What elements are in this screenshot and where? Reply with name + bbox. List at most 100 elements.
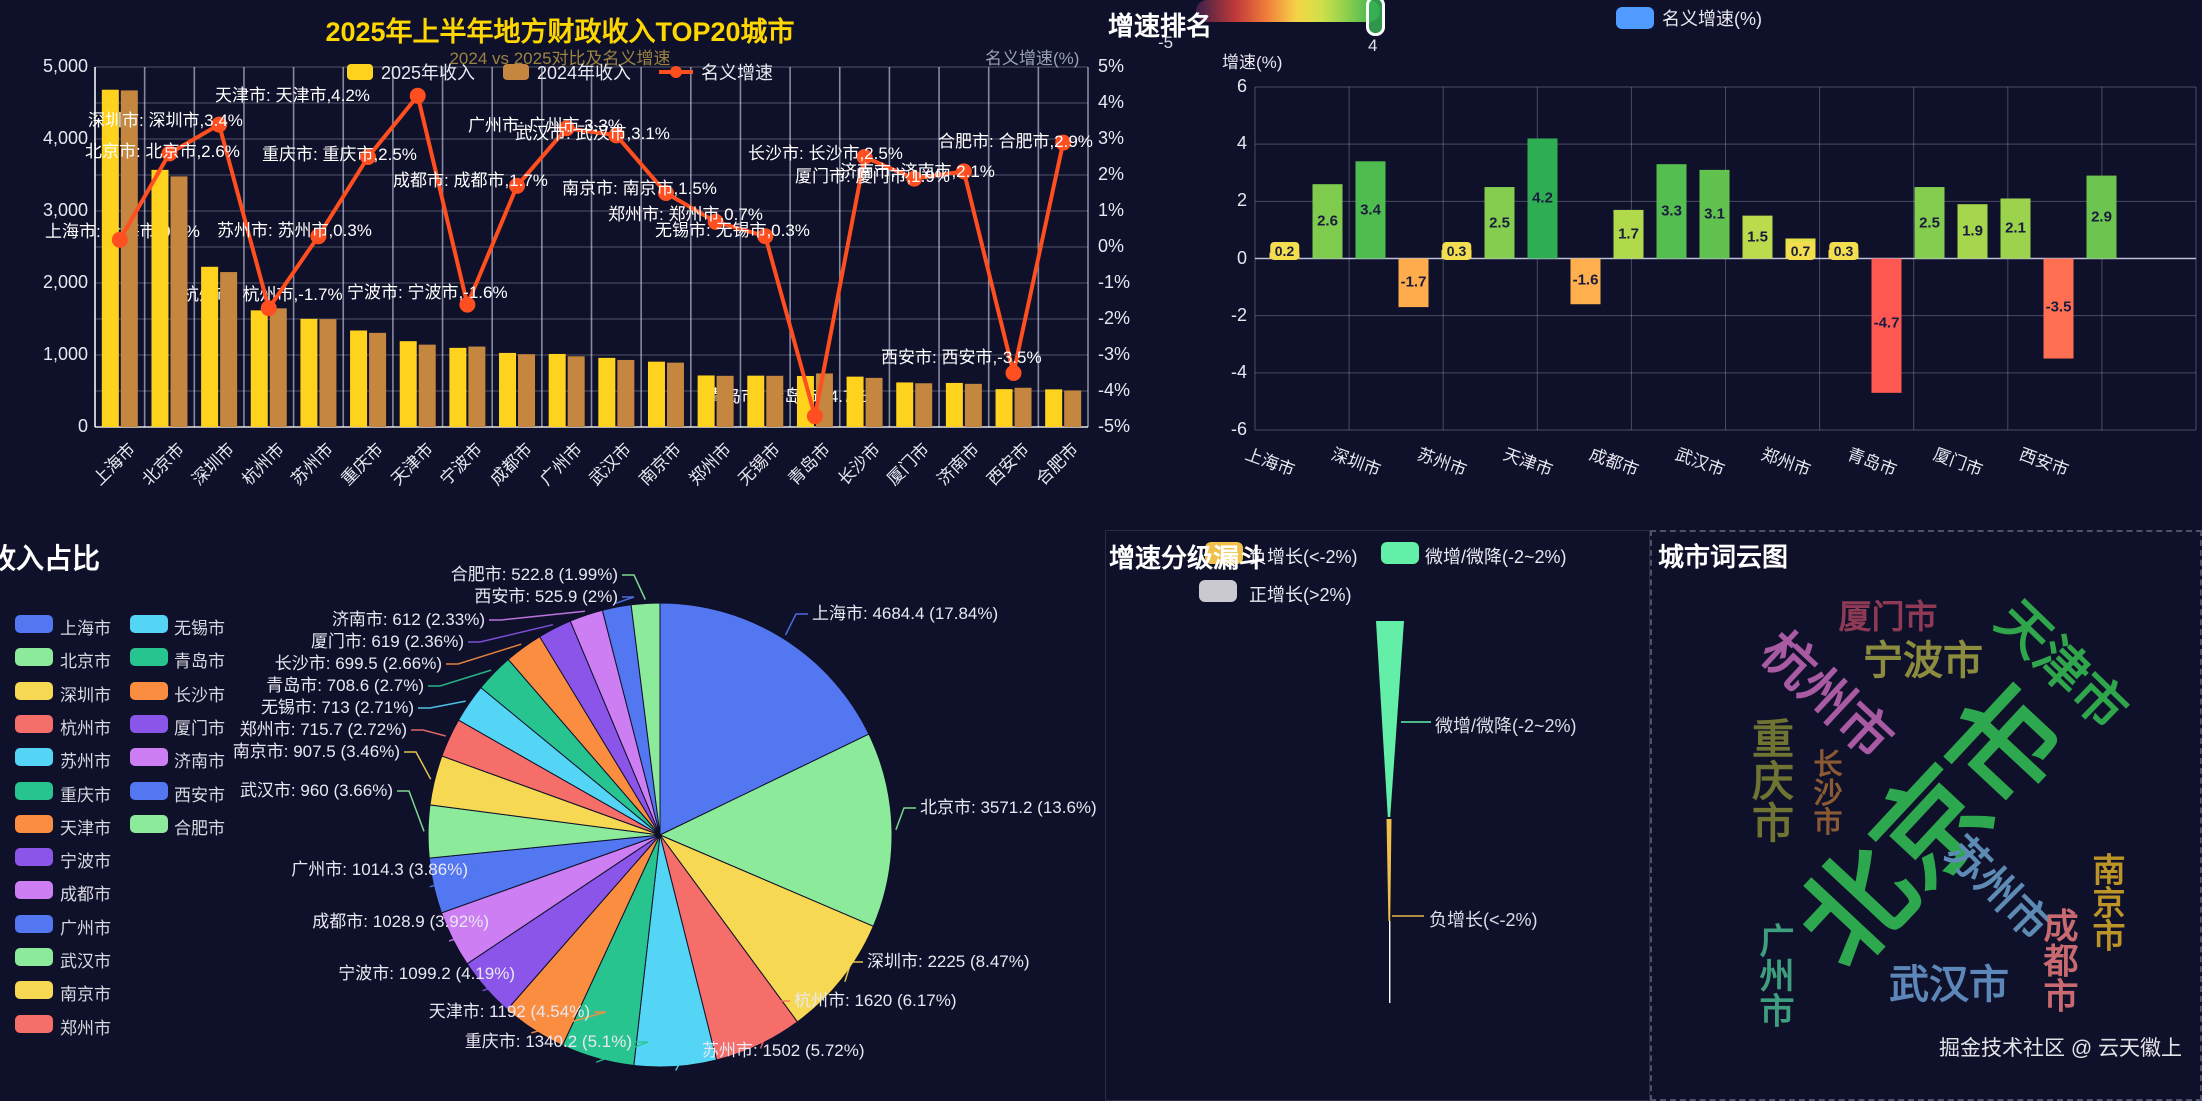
rank-bar-长沙市[interactable] [1914, 187, 1945, 259]
rank-bar-武汉市[interactable] [1699, 169, 1730, 259]
pie-legend-label-重庆市[interactable]: 重庆市 [60, 785, 111, 805]
funnel-legend-label-positive[interactable]: 正增长(>2%) [1249, 585, 1352, 605]
pie-legend-swatch-重庆市[interactable] [15, 781, 53, 800]
bar-2024-天津市[interactable] [418, 344, 436, 427]
pie-legend-swatch-济南市[interactable] [130, 748, 168, 767]
bar-2024-成都市[interactable] [518, 354, 536, 427]
wordcloud-word-厦门市[interactable]: 厦门市 [1838, 598, 1938, 635]
bar-2024-重庆市[interactable] [369, 332, 387, 427]
growth-point-宁波市[interactable] [459, 296, 476, 313]
visualmap-gradient-bar[interactable] [1196, 0, 1380, 22]
bar-2025-南京市[interactable] [647, 361, 665, 427]
growth-point-广州市[interactable] [558, 120, 575, 137]
rank-bar-济南市[interactable] [2000, 198, 2031, 259]
bar-2024-武汉市[interactable] [617, 359, 635, 427]
bar-2025-上海市[interactable] [101, 89, 119, 427]
pie-slice-合肥市[interactable] [630, 602, 661, 836]
pie-legend-label-无锡市[interactable]: 无锡市 [174, 619, 225, 638]
rank-legend-item[interactable]: 名义增速(%) [1616, 5, 1762, 31]
bar-2025-宁波市[interactable] [449, 347, 467, 427]
pie-legend-swatch-长沙市[interactable] [130, 681, 168, 700]
pie-legend-swatch-南京市[interactable] [15, 981, 53, 1000]
pie-legend-swatch-杭州市[interactable] [15, 714, 53, 733]
legend-item-2024[interactable]: 2024年收入 [503, 59, 631, 85]
growth-point-苏州市[interactable] [310, 228, 327, 245]
bar-2025-北京市[interactable] [151, 169, 169, 427]
visualmap-handle[interactable] [1366, 0, 1385, 36]
pie-legend-swatch-西安市[interactable] [130, 781, 168, 800]
wordcloud-word-成都市[interactable]: 成都市 [2038, 907, 2078, 1013]
growth-point-无锡市[interactable] [757, 228, 774, 245]
bar-2025-成都市[interactable] [499, 352, 517, 427]
pie-legend-label-成都市[interactable]: 成都市 [60, 885, 111, 905]
legend-item-2025[interactable]: 2025年收入 [346, 59, 475, 85]
bar-2024-西安市[interactable] [1014, 387, 1032, 427]
pie-slice-深圳市[interactable] [658, 833, 874, 1023]
pie-legend-swatch-上海市[interactable] [15, 615, 53, 633]
pie-legend-label-厦门市[interactable]: 厦门市 [174, 718, 225, 738]
bar-2024-长沙市[interactable] [865, 377, 883, 427]
pie-legend-label-郑州市[interactable]: 郑州市 [60, 1018, 111, 1038]
bar-2025-西安市[interactable] [995, 389, 1013, 427]
bar-2024-宁波市[interactable] [468, 346, 486, 427]
bar-2024-深圳市[interactable] [220, 272, 238, 427]
bar-2025-长沙市[interactable] [846, 376, 864, 427]
pie-legend-label-天津市[interactable]: 天津市 [60, 818, 111, 838]
pie-legend-label-济南市[interactable]: 济南市 [174, 752, 225, 772]
bar-2025-郑州市[interactable] [697, 375, 715, 427]
bar-2025-广州市[interactable] [548, 353, 566, 427]
pie-legend-label-苏州市[interactable]: 苏州市 [60, 752, 111, 772]
pie-legend-swatch-郑州市[interactable] [15, 1014, 53, 1033]
pie-legend-swatch-合肥市[interactable] [130, 814, 168, 833]
bar-2025-深圳市[interactable] [201, 266, 219, 427]
pie-legend-swatch-成都市[interactable] [15, 881, 53, 900]
rank-bar-西安市[interactable] [2043, 258, 2074, 359]
pie-legend-label-武汉市[interactable]: 武汉市 [60, 952, 111, 971]
growth-point-重庆市[interactable] [360, 149, 377, 165]
wordcloud-word-南京市[interactable]: 南京市 [2088, 852, 2125, 952]
growth-point-南京市[interactable] [657, 185, 674, 201]
pie-legend-swatch-广州市[interactable] [15, 914, 53, 933]
bar-2024-南京市[interactable] [666, 362, 684, 427]
pie-legend-swatch-武汉市[interactable] [15, 948, 53, 966]
pie-legend-label-南京市[interactable]: 南京市 [60, 985, 111, 1005]
pie-legend-swatch-厦门市[interactable] [130, 714, 168, 733]
bar-2024-上海市[interactable] [120, 90, 138, 428]
growth-point-北京市[interactable] [161, 145, 178, 162]
bar-2024-济南市[interactable] [964, 383, 982, 427]
growth-point-深圳市[interactable] [211, 116, 228, 133]
pie-legend-label-广州市[interactable]: 广州市 [60, 918, 111, 938]
rank-bar-南京市[interactable] [1742, 215, 1773, 259]
growth-point-济南市[interactable] [955, 163, 972, 180]
wordcloud-word-广州市[interactable]: 广州市 [1754, 922, 1794, 1028]
bar-2025-天津市[interactable] [399, 341, 417, 427]
wordcloud-word-重庆市[interactable]: 重庆市 [1746, 717, 1794, 843]
growth-point-杭州市[interactable] [260, 300, 277, 317]
wordcloud-word-长沙市[interactable]: 长沙市 [1809, 748, 1841, 836]
pie-legend-label-青岛市[interactable]: 青岛市 [174, 652, 225, 672]
funnel-segment-negative[interactable] [1386, 819, 1392, 921]
funnel-legend-swatch-positive-icon[interactable] [1199, 580, 1237, 602]
rank-bar-厦门市[interactable] [1957, 204, 1988, 259]
legend-item-growth[interactable]: 名义增速 [659, 59, 773, 85]
pie-legend-label-上海市[interactable]: 上海市 [60, 619, 111, 638]
bar-2024-广州市[interactable] [567, 356, 585, 427]
bar-2024-无锡市[interactable] [766, 375, 784, 427]
bar-2025-济南市[interactable] [945, 382, 963, 427]
growth-point-青岛市[interactable] [806, 408, 823, 425]
growth-point-上海市[interactable] [111, 231, 128, 248]
growth-point-厦门市[interactable] [906, 170, 923, 187]
rank-bar-杭州市[interactable] [1398, 258, 1429, 308]
funnel-segment-positive[interactable] [1389, 921, 1391, 1003]
pie-legend-swatch-苏州市[interactable] [15, 748, 53, 767]
growth-point-合肥市[interactable] [1055, 134, 1072, 151]
pie-legend-label-合肥市[interactable]: 合肥市 [174, 818, 225, 838]
growth-point-武汉市[interactable] [608, 127, 625, 144]
wordcloud-word-武汉市[interactable]: 武汉市 [1889, 963, 2009, 1007]
growth-point-成都市[interactable] [509, 177, 526, 194]
wordcloud-word-宁波市[interactable]: 宁波市 [1863, 639, 1983, 683]
rank-bar-重庆市[interactable] [1484, 187, 1515, 259]
funnel-legend-label-micro[interactable]: 微增/微降(-2~2%) [1425, 547, 1567, 567]
pie-legend-label-深圳市[interactable]: 深圳市 [60, 685, 111, 705]
pie-legend-swatch-深圳市[interactable] [15, 681, 53, 700]
